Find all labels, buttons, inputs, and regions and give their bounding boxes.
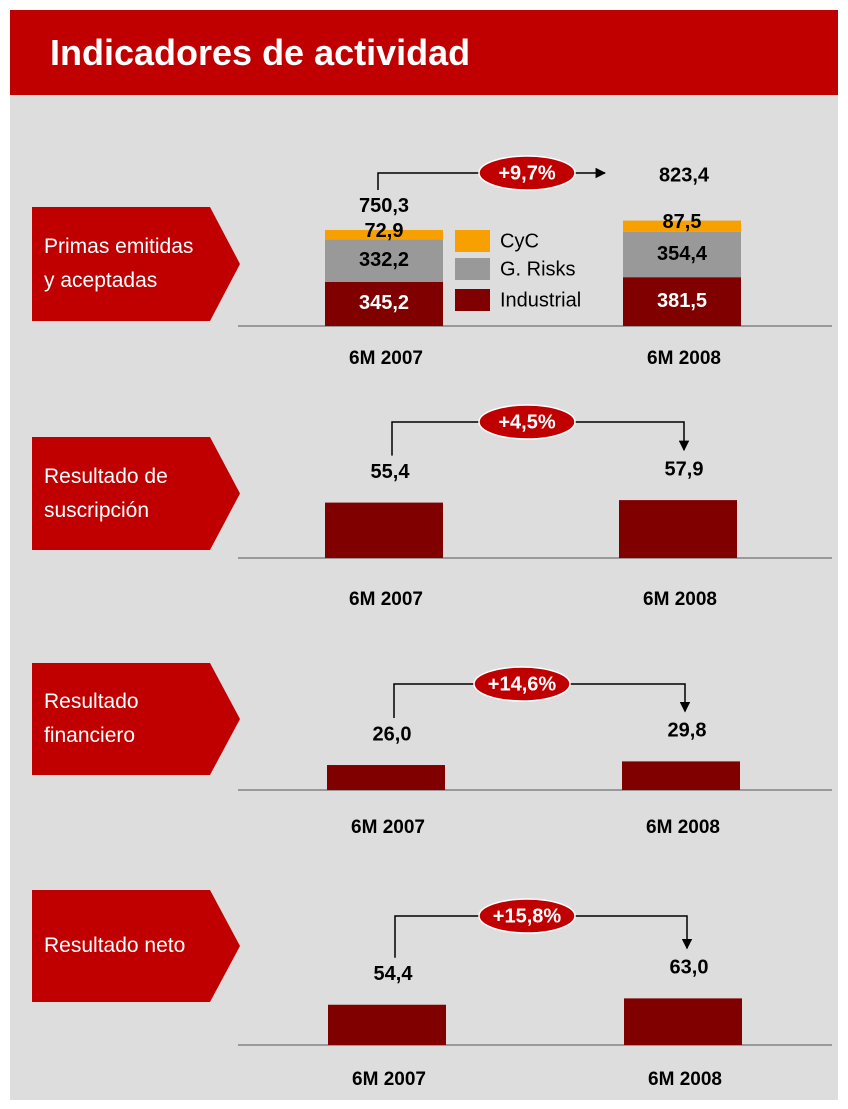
legend-swatch: [455, 230, 490, 252]
value-label: 87,5: [663, 211, 702, 233]
value-label: 72,9: [365, 220, 404, 242]
value-label: 26,0: [373, 723, 412, 745]
title-box: [32, 663, 240, 775]
x-tick-label: 6M 2008: [643, 589, 717, 610]
growth-label: +4,5%: [498, 411, 555, 433]
bar: [622, 761, 740, 790]
x-tick-label: 6M 2008: [648, 1069, 722, 1090]
growth-label: +14,6%: [488, 673, 557, 695]
bar-segment: [623, 220, 741, 232]
title-box: [32, 890, 240, 1002]
panel-title: Resultado neto: [44, 934, 186, 957]
growth-badge: [478, 155, 576, 191]
value-label: 345,2: [359, 292, 409, 314]
total-label: 823,4: [659, 164, 710, 186]
bar: [328, 1004, 446, 1045]
panel-title: Resultado de suscripción: [44, 464, 168, 522]
bar-segment: [325, 281, 443, 326]
bar: [624, 998, 742, 1045]
value-label: 354,4: [657, 243, 708, 265]
value-label: 381,5: [657, 290, 707, 312]
x-tick-label: 6M 2008: [646, 817, 720, 838]
bar: [325, 502, 443, 558]
bar-segment: [325, 239, 443, 282]
growth-badge: [478, 898, 576, 934]
legend-swatch: [455, 289, 490, 311]
legend-label: Industrial: [500, 289, 581, 311]
x-tick-label: 6M 2007: [349, 348, 423, 369]
x-tick-label: 6M 2008: [647, 348, 721, 369]
legend-label: CyC: [500, 230, 539, 252]
value-label: 29,8: [668, 720, 707, 742]
value-label: 63,0: [670, 957, 709, 979]
header-title: Indicadores de actividad: [10, 10, 838, 95]
title-box: [32, 207, 240, 321]
panel-title: Resultado financiero: [44, 690, 139, 747]
growth-label: +9,7%: [498, 162, 555, 184]
x-tick-label: 6M 2007: [349, 589, 423, 610]
panel-title: Primas emitidas y aceptadas: [44, 235, 194, 292]
total-label: 750,3: [359, 195, 409, 217]
value-label: 57,9: [665, 458, 704, 480]
bar-segment: [623, 277, 741, 326]
growth-badge: [478, 404, 576, 440]
value-label: 54,4: [374, 963, 414, 985]
growth-badge: [473, 666, 571, 702]
legend-label: G. Risks: [500, 258, 576, 280]
x-tick-label: 6M 2007: [352, 1069, 426, 1090]
value-label: 55,4: [371, 461, 411, 483]
x-tick-label: 6M 2007: [351, 817, 425, 838]
bar: [327, 765, 445, 790]
value-label: 332,2: [359, 249, 409, 271]
growth-label: +15,8%: [493, 905, 562, 927]
legend-swatch: [455, 258, 490, 280]
bar-segment: [325, 229, 443, 240]
title-box: [32, 437, 240, 550]
bar: [619, 500, 737, 558]
bar-segment: [623, 231, 741, 278]
